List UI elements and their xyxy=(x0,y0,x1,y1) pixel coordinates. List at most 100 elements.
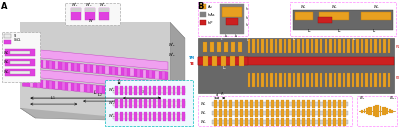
Polygon shape xyxy=(49,81,52,89)
Bar xyxy=(312,100,315,108)
Bar xyxy=(389,109,390,113)
Bar xyxy=(200,4,206,9)
Bar xyxy=(276,118,279,126)
Polygon shape xyxy=(106,66,108,74)
Text: $L_d$: $L_d$ xyxy=(222,64,228,72)
Bar xyxy=(4,40,12,44)
Bar xyxy=(158,86,161,95)
Polygon shape xyxy=(62,62,65,70)
Text: $L_3$: $L_3$ xyxy=(139,88,145,96)
Bar xyxy=(373,106,374,116)
Text: $l_e$: $l_e$ xyxy=(220,35,224,43)
Bar xyxy=(158,99,161,108)
Bar xyxy=(99,8,109,20)
Polygon shape xyxy=(93,85,96,93)
Bar xyxy=(347,39,350,53)
Polygon shape xyxy=(156,71,158,79)
Text: $b_2$: $b_2$ xyxy=(234,32,238,40)
Bar xyxy=(324,39,327,53)
Bar xyxy=(182,112,185,121)
Bar xyxy=(316,39,318,53)
Polygon shape xyxy=(112,67,115,75)
Bar xyxy=(302,100,305,108)
Bar xyxy=(361,73,363,87)
Bar xyxy=(292,10,393,30)
Bar xyxy=(276,100,279,108)
Bar xyxy=(361,12,391,20)
Bar xyxy=(380,106,382,116)
Text: $h_3$: $h_3$ xyxy=(245,22,250,29)
Bar xyxy=(338,100,341,108)
Bar xyxy=(292,109,294,117)
Bar xyxy=(306,39,309,53)
Polygon shape xyxy=(22,78,168,100)
Bar xyxy=(214,109,217,117)
Bar xyxy=(239,56,244,66)
Bar xyxy=(293,73,295,87)
Bar xyxy=(224,109,227,117)
Bar xyxy=(168,112,170,121)
Bar xyxy=(352,39,354,53)
Bar xyxy=(120,99,123,108)
Polygon shape xyxy=(124,88,127,96)
Bar xyxy=(294,12,312,20)
Polygon shape xyxy=(68,83,71,91)
Bar xyxy=(261,73,264,87)
Bar xyxy=(105,80,193,126)
Bar xyxy=(182,86,185,95)
Bar xyxy=(252,73,255,87)
Bar xyxy=(125,99,128,108)
Bar xyxy=(382,107,384,115)
Bar xyxy=(130,99,132,108)
Bar xyxy=(316,73,318,87)
Bar xyxy=(245,100,248,108)
Bar xyxy=(248,73,250,87)
Bar xyxy=(115,99,118,108)
Bar xyxy=(224,100,227,108)
Polygon shape xyxy=(170,22,185,122)
Bar xyxy=(266,73,268,87)
Bar xyxy=(302,73,304,87)
Bar xyxy=(379,39,381,53)
Bar xyxy=(163,112,166,121)
Bar xyxy=(125,112,128,121)
Bar xyxy=(370,73,372,87)
Bar xyxy=(260,109,264,117)
Text: $W_3$: $W_3$ xyxy=(4,69,10,76)
Polygon shape xyxy=(87,84,90,92)
Bar xyxy=(71,8,81,20)
Bar xyxy=(163,86,166,95)
Bar xyxy=(388,73,390,87)
Bar xyxy=(284,73,286,87)
Bar xyxy=(115,112,118,121)
Text: $L_b$: $L_b$ xyxy=(337,27,342,35)
Text: $W_{out}$: $W_{out}$ xyxy=(389,94,397,102)
Bar xyxy=(219,109,222,117)
Polygon shape xyxy=(74,63,77,71)
Bar xyxy=(286,118,289,126)
Bar xyxy=(250,109,253,117)
Bar xyxy=(384,107,386,115)
Polygon shape xyxy=(99,86,102,94)
Bar xyxy=(356,39,359,53)
Bar xyxy=(120,112,123,121)
Bar xyxy=(312,118,315,126)
Bar xyxy=(139,99,142,108)
Bar xyxy=(344,109,346,117)
Text: $W'_5$: $W'_5$ xyxy=(168,41,176,49)
Bar xyxy=(292,118,294,126)
Bar xyxy=(198,96,352,126)
Bar xyxy=(6,49,35,56)
Bar xyxy=(266,118,269,126)
Bar xyxy=(329,39,332,53)
Text: $W'_6$: $W'_6$ xyxy=(168,51,176,59)
Text: $L_c$: $L_c$ xyxy=(372,27,377,35)
Text: $W_3$: $W_3$ xyxy=(200,118,207,126)
Bar xyxy=(144,86,147,95)
Bar xyxy=(6,69,35,76)
Text: $h_2$: $h_2$ xyxy=(245,15,250,22)
Bar xyxy=(125,86,128,95)
Bar xyxy=(370,107,372,115)
Bar xyxy=(365,73,368,87)
Bar xyxy=(10,51,30,54)
